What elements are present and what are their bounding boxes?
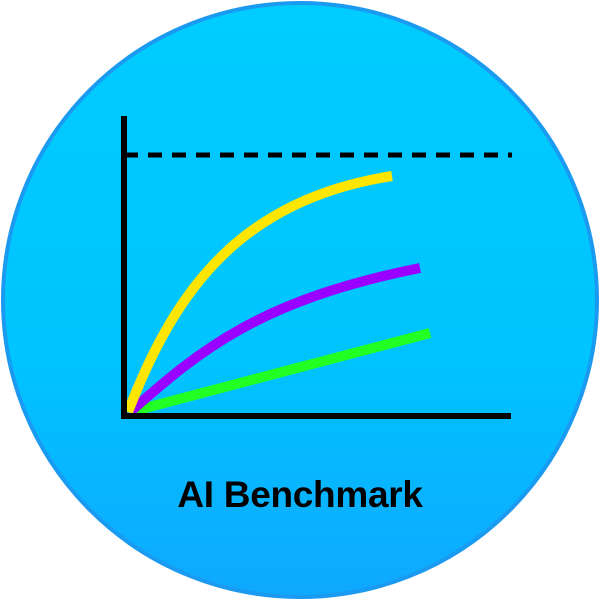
curve-purple [126,263,421,416]
curve-green [128,328,432,417]
icon-title: AI Benchmark [177,474,423,515]
curve-yellow [123,171,393,414]
